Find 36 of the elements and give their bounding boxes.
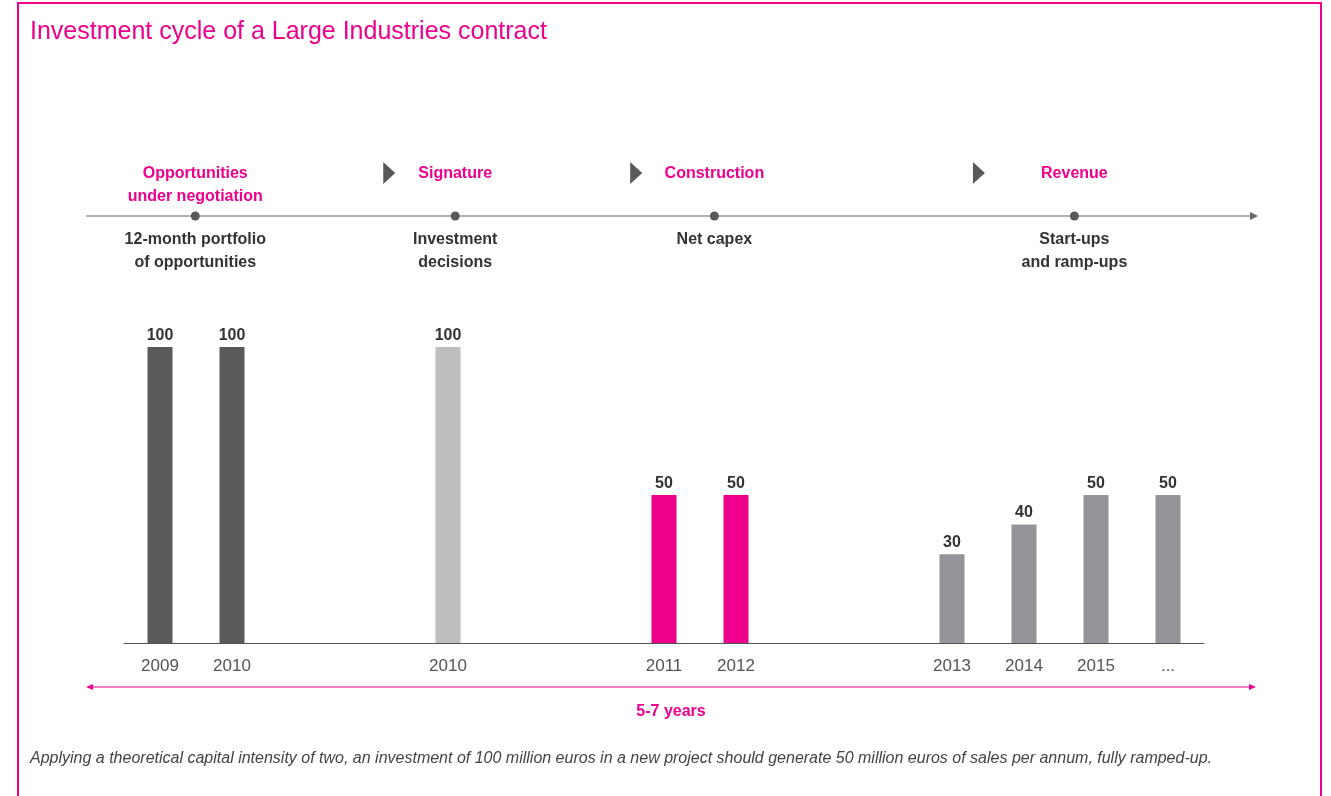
text: 5-7 years [636,701,706,721]
data-label: 50 [1159,473,1177,491]
text: Investment decisions [412,229,498,272]
chart-title: Investment cycle of a Large Industries contract [30,16,547,45]
x-tick-label: 2010 [213,656,251,675]
text: Applying a theoretical capital intensity of two, an investment of 100 million euros in a new project should generate 50 million euros of sales per annum, fully ramped-up. [30,748,1213,768]
data-label: 40 [1015,503,1033,521]
x-tick-label: 2012 [717,656,755,675]
data-label: 50 [727,473,745,491]
data-label: 30 [943,532,961,550]
bar [939,554,965,643]
text: Net capex [676,229,753,249]
bar [651,495,677,643]
x-tick-label: ... [1160,656,1176,675]
x-tick-label: 2013 [933,656,971,675]
data-label: 100 [434,325,462,343]
x-tick-label: 2015 [1077,656,1115,675]
data-label: 100 [218,325,246,343]
x-tick-label: 2011 [645,656,683,675]
bar [723,495,749,643]
data-label: 100 [146,325,174,343]
text: Signature [418,163,493,183]
bar [1083,495,1109,643]
data-label: 50 [655,473,673,491]
text: Construction [664,163,765,183]
text: 12-month portfolio of opportunities [124,229,266,272]
x-tick-label: 2010 [429,656,467,675]
text: Opportunities under negotiation [127,163,263,206]
data-label: 50 [1087,473,1105,491]
text: Start-ups and ramp-ups [1021,229,1128,272]
x-tick-label: 2014 [1005,656,1043,675]
bar [1011,524,1037,643]
bar [435,347,461,643]
text: Revenue [1041,163,1108,183]
bar [1155,495,1181,643]
x-tick-label: 2009 [141,656,179,675]
